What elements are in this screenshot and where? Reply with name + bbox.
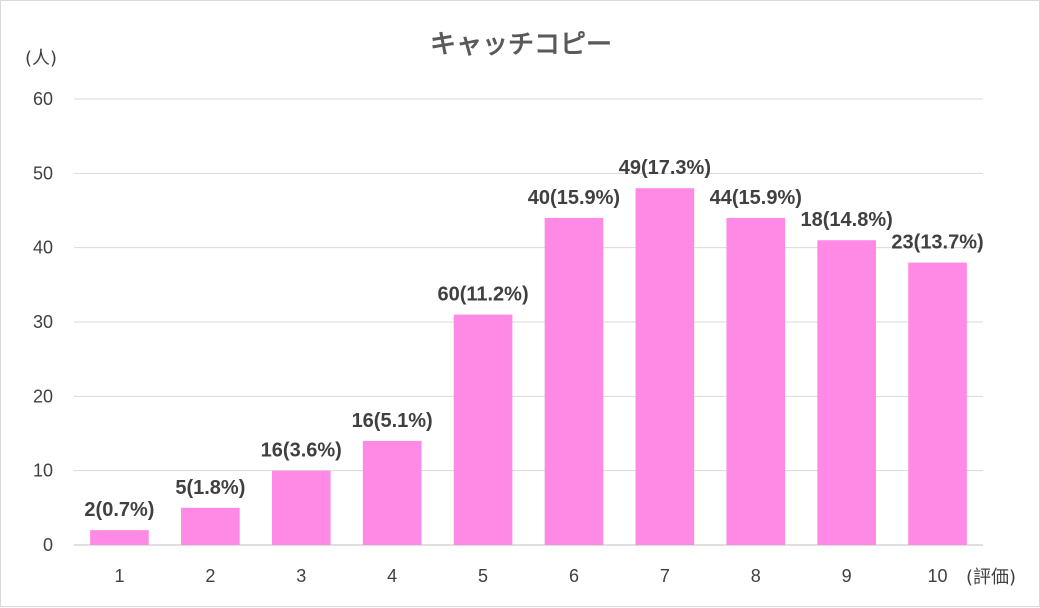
bar <box>271 470 331 545</box>
bar <box>453 314 513 545</box>
data-label: 16(5.1%) <box>352 410 433 432</box>
data-label: 5(1.8%) <box>175 477 245 499</box>
data-labels: 2(0.7%) 5(1.8%) 16(3.6%) 16(5.1%) 60(11.2%) 4… <box>84 157 983 521</box>
bar <box>544 217 604 545</box>
data-label: 44(15.9%) <box>710 187 802 209</box>
y-tick-label: 40 <box>33 238 53 258</box>
gridlines <box>74 98 983 546</box>
x-tick-label: 5 <box>478 566 488 586</box>
x-tick-label: 3 <box>296 566 306 586</box>
y-tick-label: 60 <box>33 89 53 109</box>
x-tick-label: 1 <box>114 566 124 586</box>
x-tick-labels: 1 2 3 4 5 6 7 8 9 10 <box>114 566 947 586</box>
y-tick-label: 10 <box>33 461 53 481</box>
bar <box>726 217 786 545</box>
chart-title: キャッチコピー <box>430 30 612 60</box>
bars <box>90 188 967 545</box>
y-axis-label: (人) <box>25 48 57 69</box>
data-label: 2(0.7%) <box>84 499 154 521</box>
bar <box>908 262 967 545</box>
data-label: 40(15.9%) <box>528 187 620 209</box>
data-label: 18(14.8%) <box>801 209 893 231</box>
y-tick-label: 30 <box>33 312 53 332</box>
x-tick-label: 4 <box>387 566 397 586</box>
data-label: 16(3.6%) <box>261 440 342 462</box>
data-label: 49(17.3%) <box>619 157 711 179</box>
x-tick-label: 7 <box>660 566 670 586</box>
x-tick-label: 9 <box>842 566 852 586</box>
bar <box>635 188 695 545</box>
y-tick-label: 0 <box>43 535 53 555</box>
x-tick-label: 10 <box>928 566 948 586</box>
bar <box>362 440 422 545</box>
bar <box>181 507 240 545</box>
data-label: 60(11.2%) <box>437 284 528 306</box>
bar <box>817 240 876 545</box>
y-tick-label: 50 <box>33 163 53 183</box>
y-tick-label: 20 <box>33 386 53 406</box>
data-label: 23(13.7%) <box>891 232 983 254</box>
x-tick-label: 8 <box>751 566 761 586</box>
x-tick-label: 2 <box>205 566 215 586</box>
bar <box>90 530 149 545</box>
y-tick-labels: 0 10 20 30 40 50 60 <box>33 89 53 555</box>
x-axis-label: (評価) <box>966 567 1016 588</box>
x-tick-label: 6 <box>569 566 579 586</box>
